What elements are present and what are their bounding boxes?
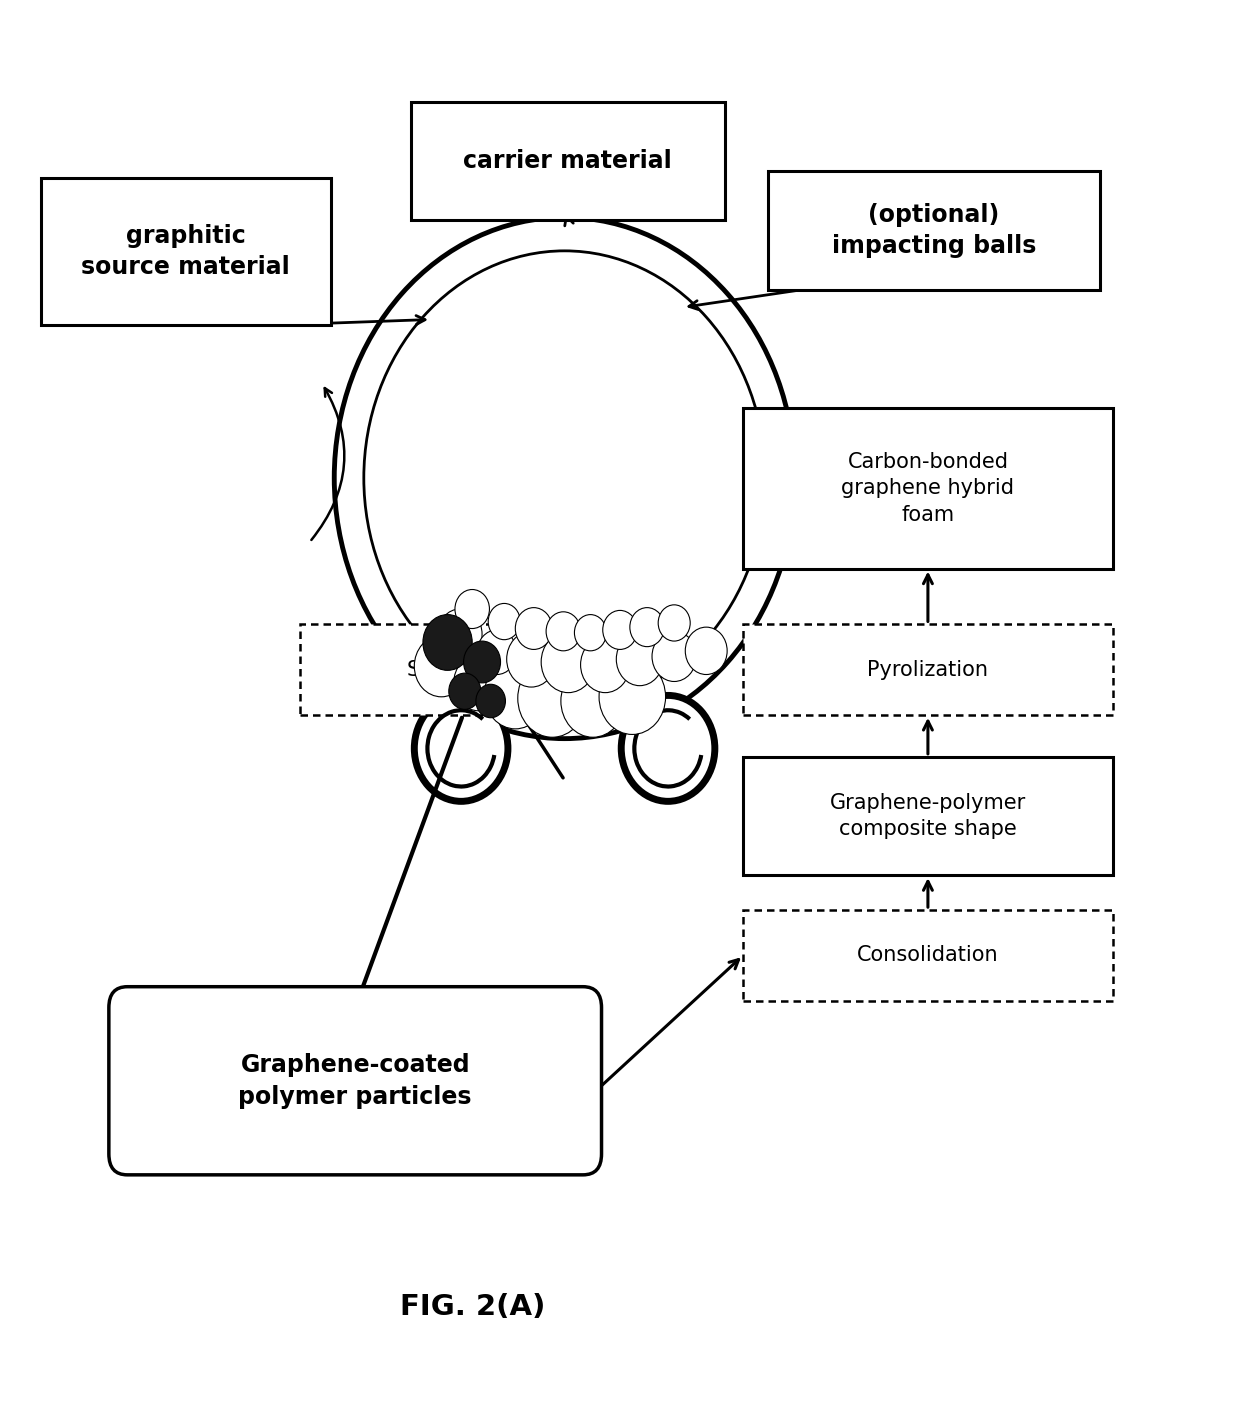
- Text: Graphene-polymer
composite shape: Graphene-polymer composite shape: [830, 792, 1025, 840]
- FancyBboxPatch shape: [109, 987, 601, 1175]
- Circle shape: [560, 665, 625, 737]
- FancyBboxPatch shape: [410, 102, 724, 220]
- Circle shape: [335, 217, 795, 739]
- Circle shape: [449, 673, 481, 709]
- FancyBboxPatch shape: [41, 178, 331, 325]
- Text: Consolidation: Consolidation: [857, 945, 998, 966]
- Circle shape: [476, 684, 506, 718]
- Circle shape: [464, 641, 501, 683]
- Circle shape: [477, 629, 517, 674]
- Text: graphitic
source material: graphitic source material: [82, 224, 290, 279]
- Circle shape: [516, 607, 552, 649]
- Circle shape: [658, 604, 691, 641]
- Circle shape: [652, 631, 697, 681]
- Circle shape: [518, 659, 587, 737]
- Text: Separation: Separation: [407, 660, 520, 680]
- Text: FIG. 2(A): FIG. 2(A): [399, 1293, 544, 1321]
- Circle shape: [580, 637, 630, 693]
- Circle shape: [630, 607, 665, 646]
- Circle shape: [616, 632, 663, 686]
- Circle shape: [541, 631, 595, 693]
- Circle shape: [455, 589, 490, 628]
- Circle shape: [414, 635, 469, 697]
- Text: Carbon-bonded
graphene hybrid
foam: Carbon-bonded graphene hybrid foam: [842, 451, 1014, 524]
- FancyBboxPatch shape: [743, 910, 1112, 1001]
- Circle shape: [603, 610, 637, 649]
- Circle shape: [507, 631, 556, 687]
- Circle shape: [454, 655, 503, 711]
- Text: (optional)
impacting balls: (optional) impacting balls: [832, 203, 1037, 258]
- Circle shape: [423, 614, 472, 670]
- Circle shape: [686, 627, 727, 674]
- Circle shape: [574, 614, 606, 651]
- Circle shape: [621, 695, 714, 802]
- Circle shape: [599, 659, 666, 735]
- Text: carrier material: carrier material: [464, 149, 672, 172]
- Text: Pyrolization: Pyrolization: [868, 660, 988, 680]
- Circle shape: [489, 603, 521, 639]
- FancyBboxPatch shape: [768, 171, 1100, 290]
- Circle shape: [546, 611, 580, 651]
- Circle shape: [438, 608, 482, 659]
- FancyBboxPatch shape: [743, 408, 1112, 569]
- Text: Graphene-coated
polymer particles: Graphene-coated polymer particles: [238, 1053, 472, 1109]
- Circle shape: [363, 251, 765, 705]
- Circle shape: [485, 659, 546, 729]
- FancyBboxPatch shape: [300, 624, 626, 715]
- Circle shape: [414, 695, 508, 802]
- FancyBboxPatch shape: [743, 624, 1112, 715]
- FancyBboxPatch shape: [743, 757, 1112, 875]
